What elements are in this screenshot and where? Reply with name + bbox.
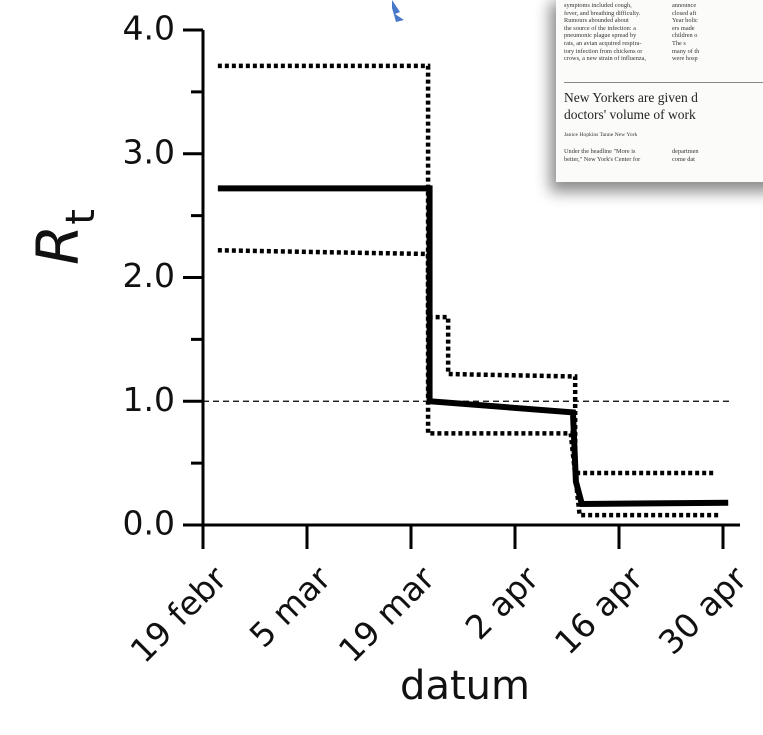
clip-line: symptoms included cough, xyxy=(564,2,632,9)
clip-line: New Yorkers are given d xyxy=(564,90,698,105)
clip-line: departmen xyxy=(672,148,699,155)
clip-top-columns: symptoms included cough, fever, and breat… xyxy=(564,2,763,63)
clip-line: better," New York's Center for xyxy=(564,155,641,163)
clip-column: symptoms included cough, fever, and breat… xyxy=(564,2,664,63)
clip-line: rats, an avian acquired respira- xyxy=(564,39,642,47)
y-tick-label: 4.0 xyxy=(123,9,175,48)
clip-line: Year holic xyxy=(672,17,698,25)
newspaper-clipping: symptoms included cough, fever, and breat… xyxy=(556,0,763,182)
y-tick-label: 2.0 xyxy=(123,256,175,295)
clip-column: departmen come dat xyxy=(672,148,763,163)
clip-headline: New Yorkers are given d doctors' volume o… xyxy=(564,89,698,123)
clip-line: come dat xyxy=(672,155,695,163)
x-axis-label: datum xyxy=(400,663,530,709)
clip-line: doctors' volume of work xyxy=(564,107,696,122)
clip-line: fever, and breathing difficulty. xyxy=(564,9,641,17)
clip-line: many of th xyxy=(672,47,700,55)
x-tick-label: 5 mar xyxy=(242,558,339,655)
interval-line xyxy=(217,248,721,518)
clip-line: Under the headline "More is xyxy=(564,148,636,155)
y-tick-label: 0.0 xyxy=(123,504,175,543)
clip-line: crows, a new strain of influenza, xyxy=(564,55,647,63)
y-axis-label-main: R xyxy=(24,225,92,265)
clip-byline: Janice Hopkins Tanne New York xyxy=(564,132,638,138)
clip-line: pneumonic plague spread by xyxy=(564,32,637,40)
y-axis-label-sub: t xyxy=(58,209,104,225)
y-axis-label: Rt xyxy=(24,209,104,265)
estimate-line xyxy=(217,185,729,507)
clip-line: were hosp xyxy=(672,55,698,63)
clip-rule xyxy=(564,82,763,83)
arrow-tip xyxy=(392,0,404,22)
clip-line: tory infection from chickens or xyxy=(564,47,643,55)
clip-line: announce xyxy=(672,2,697,9)
x-tick-label: 30 apr xyxy=(651,558,755,662)
x-tick-label: 2 apr xyxy=(458,558,547,647)
clip-line: the source of the infection: a xyxy=(564,24,636,32)
x-tick-label: 19 febr xyxy=(123,558,235,670)
clip-line: Rumours abounded about xyxy=(564,17,629,25)
clip-column: Under the headline "More is better," New … xyxy=(564,148,664,163)
x-tick-label: 19 mar xyxy=(331,558,443,670)
clip-line: The s xyxy=(672,39,686,47)
y-tick-label: 3.0 xyxy=(123,132,175,171)
clip-line: ers made xyxy=(672,24,695,32)
clip-line: children o xyxy=(672,32,698,40)
clip-line: closed aft xyxy=(672,9,697,17)
x-tick-label: 16 apr xyxy=(547,558,651,662)
y-tick-label: 1.0 xyxy=(123,380,175,419)
clip-column: announce closed aft Year holic ers made chil… xyxy=(672,2,763,63)
clip-bottom-columns: Under the headline "More is better," New … xyxy=(564,148,763,163)
